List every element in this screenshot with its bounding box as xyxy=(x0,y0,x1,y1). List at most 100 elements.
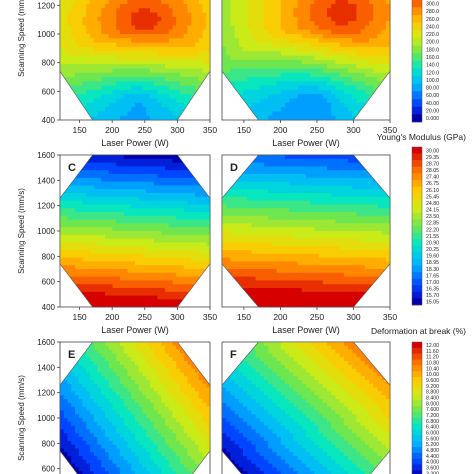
legend-swatch xyxy=(412,272,422,279)
y-tick-label: 800 xyxy=(42,439,56,448)
legend-swatch xyxy=(412,147,422,154)
legend-label: 28.05 xyxy=(426,168,439,174)
y-tick-label: 1200 xyxy=(37,389,55,398)
y-tick-label: 800 xyxy=(42,252,56,261)
y-tick-label: 1000 xyxy=(37,227,55,236)
legend-label: 12.00 xyxy=(426,343,439,349)
legend-label: 300.0 xyxy=(426,1,439,7)
panel-D: D 150 200 250 300 350 Laser Power (W) xyxy=(221,154,397,335)
legend-label: 26.10 xyxy=(426,188,439,194)
legend-frame xyxy=(411,0,423,123)
legend-swatch xyxy=(412,470,422,474)
x-tick-label: 150 xyxy=(237,125,251,135)
legend-frame xyxy=(411,341,423,474)
legend-label: 10.00 xyxy=(426,372,439,378)
contour-field xyxy=(222,342,390,474)
legend-label: 6.800 xyxy=(426,419,439,425)
legend-label: 6.400 xyxy=(426,425,439,431)
octagon-outline xyxy=(59,154,211,308)
legend-swatch xyxy=(412,83,422,92)
legend-label: 200.0 xyxy=(426,40,439,46)
legend-label: 140.0 xyxy=(426,63,439,69)
legend-label: 5.600 xyxy=(426,436,439,442)
legend-label: 8.400 xyxy=(426,395,439,401)
legend-swatch xyxy=(412,68,422,77)
legend-swatch xyxy=(412,265,422,273)
legend-label: 11.60 xyxy=(426,349,439,355)
legend-swatch xyxy=(412,166,422,174)
legend-label: 280.0 xyxy=(426,9,439,15)
legend-swatch xyxy=(412,429,422,436)
y-tick-label: 800 xyxy=(42,59,56,68)
legend-swatch xyxy=(412,285,422,293)
legend-swatch xyxy=(412,400,422,407)
legend-label: 23.50 xyxy=(426,214,439,220)
y-tick-label: 600 xyxy=(42,87,56,96)
y-tick-label: 1000 xyxy=(37,30,55,39)
legend-label: 20.90 xyxy=(426,240,439,246)
legend-swatch xyxy=(412,371,422,378)
panel-B: 150 200 250 300 350 Laser Power (W) xyxy=(221,0,397,148)
legend-swatch xyxy=(412,412,422,419)
legend-label: 3.200 xyxy=(426,471,439,474)
x-tick-label: 350 xyxy=(383,125,397,135)
colorbar-legend: Young's Modulus (GPa) 30.0029.3528.7028.0… xyxy=(377,132,466,306)
y-tick-label: 1400 xyxy=(37,176,55,185)
legend-label: 160.0 xyxy=(426,55,439,61)
legend-label: 21.55 xyxy=(426,234,439,240)
legend-swatch xyxy=(412,179,422,187)
legend-label: 6.000 xyxy=(426,430,439,436)
panel-letter: F xyxy=(230,349,237,361)
y-tick-label: 1200 xyxy=(37,202,55,211)
legend-swatch xyxy=(412,173,422,181)
legend-swatch xyxy=(412,353,422,360)
legend-label: 18.95 xyxy=(426,260,439,266)
legend-label: 11.20 xyxy=(426,355,439,361)
x-tick-label: 350 xyxy=(203,125,217,135)
legend-swatch xyxy=(412,106,422,115)
legend-title: Deformation at break (%) xyxy=(371,326,466,336)
contour-field xyxy=(60,0,210,120)
y-axis-label: Scanning Speed (mm/s) xyxy=(17,0,26,77)
octagon-outline xyxy=(221,341,391,474)
legend-swatch xyxy=(412,160,422,168)
legend-swatch xyxy=(412,22,422,31)
legend-label: 220.0 xyxy=(426,32,439,38)
x-tick-label: 200 xyxy=(273,125,287,135)
legend-swatch xyxy=(412,212,422,220)
legend-swatch xyxy=(412,226,422,233)
x-tick-label: 300 xyxy=(346,125,360,135)
legend-swatch xyxy=(412,394,422,401)
legend-swatch xyxy=(412,464,422,471)
x-axis-label: Laser Power (W) xyxy=(101,138,169,148)
x-tick-label: 350 xyxy=(203,312,217,322)
legend-label: 29.35 xyxy=(426,155,439,161)
legend-label: 60.00 xyxy=(426,93,439,99)
legend-label: 20.00 xyxy=(426,109,439,115)
x-tick-label: 150 xyxy=(72,125,86,135)
legend-swatch xyxy=(412,291,422,299)
legend-label: 180.0 xyxy=(426,47,439,53)
legend-swatch xyxy=(412,30,422,39)
legend-label: 24.80 xyxy=(426,201,439,207)
legend-label: 30.00 xyxy=(426,148,439,154)
octagon-outline xyxy=(59,0,211,121)
octagon-outline xyxy=(221,0,391,121)
y-axis-label: Scanning Speed (mm/s) xyxy=(17,375,26,461)
legend-label: 27.40 xyxy=(426,175,439,181)
x-tick-label: 250 xyxy=(138,312,152,322)
legend-label: 9.600 xyxy=(426,378,439,384)
legend-label: 80.00 xyxy=(426,86,439,92)
legend-label: 240.0 xyxy=(426,24,439,30)
legend-swatch xyxy=(412,199,422,207)
legend-swatch xyxy=(412,406,422,413)
y-tick-label: 1600 xyxy=(37,151,55,160)
x-tick-label: 300 xyxy=(170,125,184,135)
legend-label: 4.800 xyxy=(426,448,439,454)
legend-swatch xyxy=(412,365,422,372)
contour-field xyxy=(60,342,210,474)
x-tick-label: 300 xyxy=(170,312,184,322)
legend-label: 10.40 xyxy=(426,366,439,372)
legend-label: 20.25 xyxy=(426,247,439,253)
